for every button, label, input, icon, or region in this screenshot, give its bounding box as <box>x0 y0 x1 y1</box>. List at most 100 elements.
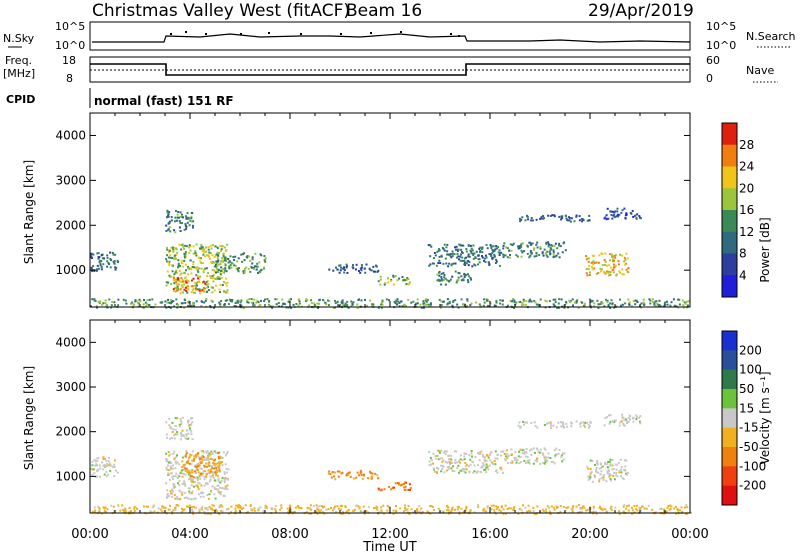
heatmap-cell <box>621 413 624 416</box>
power-colorbar-swatch <box>722 123 737 146</box>
power-colorbar-swatch <box>722 144 737 167</box>
heatmap-cell <box>216 264 219 267</box>
heatmap-cell <box>432 467 435 470</box>
heatmap-cell <box>468 454 471 457</box>
heatmap-cell <box>536 246 539 249</box>
heatmap-cell <box>453 470 456 473</box>
heatmap-cell <box>298 302 301 305</box>
heatmap-cell <box>336 301 339 304</box>
heatmap-cell <box>477 464 480 467</box>
heatmap-cell <box>216 471 219 474</box>
heatmap-cell <box>457 464 460 467</box>
heatmap-cell <box>437 458 440 461</box>
heatmap-cell <box>181 291 184 294</box>
heatmap-cell <box>327 472 330 475</box>
heatmap-cell <box>215 266 218 269</box>
heatmap-cell <box>620 468 622 471</box>
heatmap-cell <box>218 288 221 291</box>
heatmap-cell <box>188 504 191 507</box>
heatmap-cell <box>193 470 196 473</box>
heatmap-cell <box>557 421 560 424</box>
heatmap-cell <box>545 456 548 459</box>
heatmap-cell <box>458 506 460 509</box>
heatmap-cell <box>335 511 338 514</box>
heatmap-cell <box>315 504 318 507</box>
heatmap-cell <box>372 303 375 306</box>
heatmap-cell <box>472 252 475 255</box>
heatmap-cell <box>626 271 629 273</box>
heatmap-cell <box>106 265 109 268</box>
heatmap-cell <box>189 428 192 431</box>
heatmap-cell <box>205 508 208 510</box>
heatmap-cell <box>469 277 472 280</box>
heatmap-cell <box>418 510 421 513</box>
heatmap-cell <box>216 247 219 250</box>
heatmap-cell <box>457 306 460 309</box>
heatmap-cell <box>481 251 484 254</box>
heatmap-cell <box>199 257 202 260</box>
heatmap-cell <box>173 483 176 486</box>
heatmap-cell <box>166 493 169 495</box>
heatmap-cell <box>452 262 455 265</box>
heatmap-cell <box>470 302 473 305</box>
heatmap-cell <box>220 509 223 512</box>
heatmap-cell <box>360 471 363 474</box>
heatmap-cell <box>593 474 596 477</box>
heatmap-cell <box>186 471 189 474</box>
heatmap-cell <box>105 305 108 308</box>
heatmap-cell <box>195 484 197 487</box>
x-tick-label: 04:00 <box>171 527 208 542</box>
heatmap-cell <box>526 510 529 513</box>
heatmap-cell <box>104 464 107 467</box>
heatmap-cell <box>603 424 606 427</box>
heatmap-cell <box>161 510 164 513</box>
heatmap-cell <box>204 299 207 302</box>
heatmap-cell <box>583 302 586 305</box>
heatmap-cell <box>606 472 609 475</box>
heatmap-cell <box>461 256 464 259</box>
heatmap-cell <box>532 506 535 509</box>
heatmap-cell <box>171 270 174 273</box>
heatmap-cell <box>189 219 192 222</box>
heatmap-cell <box>621 254 624 257</box>
heatmap-cell <box>623 504 626 507</box>
heatmap-cell <box>316 508 319 511</box>
heatmap-cell <box>171 510 174 513</box>
heatmap-cell <box>591 299 594 302</box>
heatmap-cell <box>461 459 464 462</box>
heatmap-cell <box>628 303 631 306</box>
heatmap-cell <box>512 507 515 510</box>
heatmap-cell <box>174 254 176 257</box>
heatmap-cell <box>192 302 195 305</box>
heatmap-cell <box>518 217 521 220</box>
heatmap-cell <box>172 250 175 252</box>
heatmap-cell <box>200 472 202 475</box>
heatmap-cell <box>181 278 184 281</box>
heatmap-cell <box>185 505 188 508</box>
heatmap-cell <box>107 473 110 476</box>
heatmap-cell <box>432 462 434 465</box>
heatmap-cell <box>221 259 224 262</box>
heatmap-cell <box>169 461 172 464</box>
heatmap-cell <box>201 458 204 461</box>
heatmap-cell <box>318 299 321 302</box>
heatmap-cell <box>495 507 498 510</box>
heatmap-cell <box>494 262 497 264</box>
heatmap-cell <box>325 303 328 306</box>
heatmap-cell <box>579 425 582 428</box>
heatmap-cell <box>626 471 629 474</box>
heatmap-cell <box>563 452 566 455</box>
heatmap-cell <box>524 455 527 458</box>
heatmap-cell <box>511 460 514 463</box>
heatmap-cell <box>182 245 185 248</box>
heatmap-cell <box>441 468 444 470</box>
heatmap-cell <box>165 421 168 424</box>
heatmap-cell <box>100 265 103 268</box>
heatmap-cell <box>469 304 472 307</box>
heatmap-cell <box>196 454 198 457</box>
heatmap-cell <box>203 510 206 513</box>
heatmap-cell <box>220 456 223 459</box>
heatmap-cell <box>523 452 526 455</box>
heatmap-cell <box>438 259 441 262</box>
heatmap-cell <box>372 265 375 268</box>
